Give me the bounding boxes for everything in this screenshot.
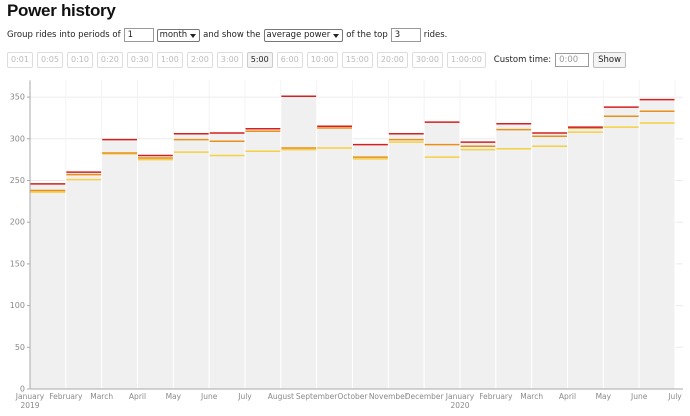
x-tick-label: May [165,392,182,401]
duration-button[interactable]: 10:00 [306,52,338,68]
show-button[interactable]: Show [593,52,627,68]
bar [316,125,353,390]
x-tick-label: January 2020 [445,392,475,410]
bar [459,141,497,390]
bar [65,171,103,390]
y-tick-label: 250 [10,176,25,185]
x-tick-label: June [200,392,218,401]
bar [602,106,640,390]
duration-button[interactable]: 0:01 [7,52,33,68]
page-title: Power history [7,1,116,20]
period-count-input[interactable]: 1 [123,28,154,42]
duration-button[interactable]: 0:05 [36,52,63,68]
bar [280,95,318,390]
x-tick-label: May [595,392,612,401]
label: rides. [423,30,448,40]
x-tick-label: April [128,392,147,401]
x-tick-label: October [337,392,368,401]
bar [29,183,67,390]
label: of the top [346,30,388,40]
bar [531,132,569,390]
x-tick-label: April [558,392,577,401]
duration-button[interactable]: 3:00 [216,52,243,68]
duration-button[interactable]: 20:00 [376,52,408,68]
bar [495,123,533,390]
bar [387,133,425,390]
label: Group rides into periods of [7,30,121,40]
y-tick-label: 100 [10,301,25,310]
duration-button[interactable]: 30:00 [411,52,443,68]
duration-button[interactable]: 1:00:00 [446,52,486,68]
x-tick-label: February [49,392,83,401]
duration-button[interactable]: 15:00 [341,52,373,68]
bar [638,99,676,390]
bar [567,126,604,390]
bar [208,132,246,390]
y-tick-label: 350 [10,93,25,102]
y-tick-label: 150 [10,259,25,268]
x-tick-label: January 2019 [15,392,45,410]
duration-button[interactable]: 0:30 [126,52,153,68]
custom-time-input[interactable]: 0:00 [555,53,590,67]
duration-button[interactable]: 5:00 [246,52,273,68]
period-unit-select[interactable]: month [156,28,201,42]
bar [352,144,389,390]
duration-button[interactable]: 0:10 [66,52,93,68]
custom-time-label: Custom time: [493,55,552,65]
top-count-input[interactable]: 3 [390,28,421,42]
x-tick-label: March [520,392,544,401]
metric-select[interactable]: average power [263,28,344,42]
bar [137,154,174,390]
x-tick-label: March [90,392,114,401]
duration-button[interactable]: 0:20 [96,52,123,68]
x-tick-label: July [238,392,252,401]
bar [244,128,282,390]
x-tick-label: September [295,392,338,401]
duration-controls: 0:01 0:05 0:10 0:20 0:30 1:00 2:00 3:00 5:00 6:00… [7,52,627,68]
y-tick-label: 200 [10,218,25,227]
x-tick-label: July [668,392,682,401]
y-tick-label: 50 [15,343,25,352]
bar [172,133,210,390]
bar [423,121,461,390]
bar [101,139,138,390]
y-tick-label: 300 [10,134,25,143]
duration-button[interactable]: 1:00 [156,52,183,68]
x-tick-label: November [368,392,408,401]
x-tick-label: December [404,392,444,401]
x-tick-label: August [267,392,294,401]
x-tick-label: February [479,392,513,401]
group-controls: Group rides into periods of 1 month and … [7,28,447,42]
x-tick-label: June [630,392,648,401]
duration-button[interactable]: 6:00 [276,52,303,68]
y-tick-label: 0 [20,385,25,394]
duration-button[interactable]: 2:00 [186,52,213,68]
label: and show the [203,30,261,40]
